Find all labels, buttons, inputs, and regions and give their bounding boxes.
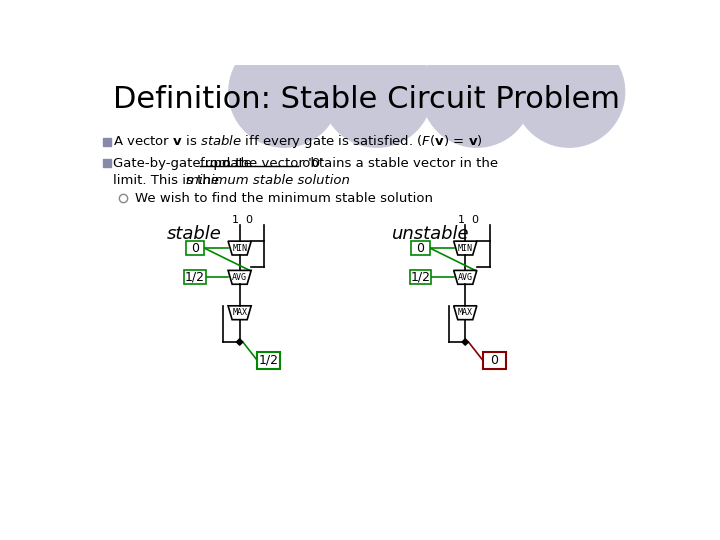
Text: unstable: unstable xyxy=(392,225,469,243)
Text: 0: 0 xyxy=(246,214,253,225)
Text: 0: 0 xyxy=(191,241,199,254)
Text: MIN: MIN xyxy=(458,244,473,253)
Text: 1/2: 1/2 xyxy=(259,354,279,367)
Text: minimum stable solution: minimum stable solution xyxy=(186,174,350,187)
Text: Definition: Stable Circuit Problem: Definition: Stable Circuit Problem xyxy=(113,85,621,114)
FancyBboxPatch shape xyxy=(184,271,206,284)
Text: 0: 0 xyxy=(417,241,425,254)
Circle shape xyxy=(229,36,340,147)
Text: Gate-by-gate update: Gate-by-gate update xyxy=(113,157,256,170)
Text: MIN: MIN xyxy=(232,244,247,253)
Text: obtains a stable vector in the: obtains a stable vector in the xyxy=(298,157,498,170)
FancyBboxPatch shape xyxy=(411,241,430,255)
Polygon shape xyxy=(462,339,469,345)
FancyBboxPatch shape xyxy=(186,241,204,255)
Text: MAX: MAX xyxy=(458,308,473,317)
Text: 0: 0 xyxy=(490,354,498,367)
Text: MAX: MAX xyxy=(232,308,247,317)
FancyBboxPatch shape xyxy=(410,271,431,284)
Text: A vector $\mathbf{v}$ is $\mathit{stable}$ iff every gate is satisfied. ($\mathi: A vector $\mathbf{v}$ is $\mathit{stable… xyxy=(113,133,483,150)
Text: 1: 1 xyxy=(458,214,465,225)
Circle shape xyxy=(421,36,532,147)
Text: We wish to find the minimum stable solution: We wish to find the minimum stable solut… xyxy=(135,192,433,205)
Text: AVG: AVG xyxy=(458,273,473,282)
Circle shape xyxy=(321,36,432,147)
Polygon shape xyxy=(236,339,243,345)
Text: 1/2: 1/2 xyxy=(410,271,431,284)
Text: AVG: AVG xyxy=(232,273,247,282)
Text: limit. This is the: limit. This is the xyxy=(113,174,224,187)
Text: from the vector '0': from the vector '0' xyxy=(200,157,324,170)
Text: stable: stable xyxy=(166,225,221,243)
Circle shape xyxy=(514,36,625,147)
Text: 0: 0 xyxy=(471,214,478,225)
Text: 1/2: 1/2 xyxy=(185,271,205,284)
FancyBboxPatch shape xyxy=(257,352,281,369)
FancyBboxPatch shape xyxy=(483,352,506,369)
Text: 1: 1 xyxy=(233,214,239,225)
